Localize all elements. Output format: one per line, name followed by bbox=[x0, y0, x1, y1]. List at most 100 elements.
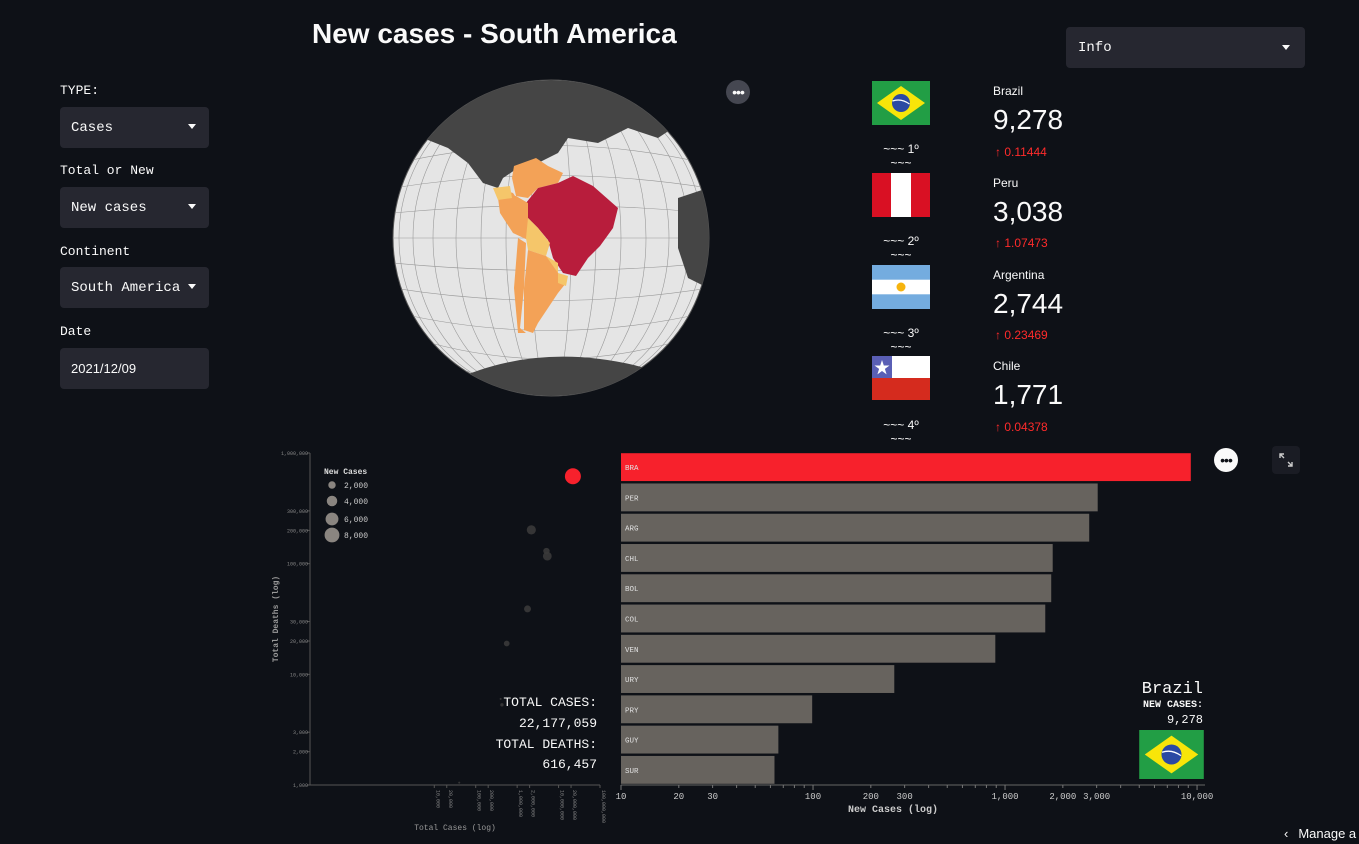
chevron-down-icon bbox=[188, 124, 196, 129]
bar-chart[interactable]: BRA PER ARG CHL BOL COL VEN URY PRY GUY SUR 10 20 30 1… bbox=[610, 445, 1220, 825]
bar-label: URY bbox=[625, 677, 639, 685]
info-select-value: Info bbox=[1078, 39, 1112, 56]
info-select[interactable]: Info bbox=[1066, 27, 1305, 68]
bar-label: CHL bbox=[625, 556, 639, 564]
scatter-point bbox=[499, 697, 502, 700]
arrow-up-icon: ↑ bbox=[995, 328, 1005, 342]
rank-country-2: Peru bbox=[993, 176, 1019, 190]
globe-map[interactable] bbox=[388, 78, 718, 403]
y-tick-label: 2,000 bbox=[293, 750, 308, 756]
x-tick-label: 20 bbox=[673, 792, 684, 802]
bar-ven bbox=[621, 634, 996, 663]
bar-bra bbox=[621, 453, 1191, 482]
rank-country-4: Chile bbox=[993, 359, 1021, 373]
total-cases-value: 22,177,059 bbox=[518, 716, 597, 731]
x-axis-label: Total Cases (log) bbox=[414, 824, 496, 833]
bar-label: PER bbox=[625, 495, 639, 503]
y-tick-label: 1,000,000 bbox=[281, 451, 308, 457]
continent-select-value: South America bbox=[71, 279, 181, 296]
brazil-flag-icon bbox=[872, 81, 930, 125]
rank-delta-1: ↑ 0.11444 bbox=[995, 145, 1047, 159]
legend-title: New Cases bbox=[324, 468, 367, 477]
x-tick-label: 200,000 bbox=[488, 790, 494, 811]
bar-sur bbox=[621, 755, 775, 784]
manage-app-label: Manage a bbox=[1298, 826, 1357, 841]
legend-marker bbox=[326, 495, 338, 507]
type-select-value: Cases bbox=[71, 119, 114, 136]
globe-more-button[interactable]: ••• bbox=[726, 80, 750, 104]
continent-select[interactable]: South America bbox=[60, 267, 209, 308]
rank-country-3: Argentina bbox=[993, 268, 1045, 282]
x-tick-label: 100,000 bbox=[476, 790, 482, 811]
x-tick-label: 300 bbox=[897, 792, 913, 802]
bar-label: GUY bbox=[625, 738, 639, 746]
y-tick-label: 30,000 bbox=[290, 620, 308, 626]
bar-label: SUR bbox=[625, 768, 639, 776]
x-tick-label: 2,000,000 bbox=[530, 790, 536, 817]
brazil-flag-icon bbox=[1139, 730, 1204, 779]
legend-entry: 2,000 bbox=[344, 482, 368, 491]
total-cases-label: TOTAL CASES: bbox=[503, 695, 597, 710]
bar-bol bbox=[621, 574, 1052, 603]
scatter-point bbox=[458, 781, 461, 784]
scatter-point bbox=[524, 605, 532, 613]
continent-label: Continent bbox=[60, 244, 131, 259]
y-tick-label: 3,000 bbox=[293, 730, 308, 736]
rank-value-1: 9,278 bbox=[993, 104, 1064, 135]
total-new-select[interactable]: New cases bbox=[60, 187, 209, 228]
y-tick-label: 1,000 bbox=[293, 783, 308, 789]
total-deaths-value: 616,457 bbox=[542, 757, 597, 772]
total-new-select-value: New cases bbox=[71, 199, 147, 216]
scatter-point bbox=[500, 703, 504, 707]
peru-flag-icon bbox=[872, 173, 930, 217]
fullscreen-button[interactable] bbox=[1272, 446, 1300, 474]
bar-label: COL bbox=[625, 617, 639, 625]
bar-label: BRA bbox=[625, 465, 639, 473]
bar-label: VEN bbox=[625, 647, 639, 655]
scatter-point-highlight bbox=[564, 468, 581, 485]
y-axis-label: Total Deaths (log) bbox=[272, 576, 281, 662]
bar-guy bbox=[621, 725, 779, 754]
x-tick-label: 3,000 bbox=[1083, 792, 1110, 802]
legend-entry: 8,000 bbox=[344, 532, 368, 541]
rank-delta-2: ↑ 1.07473 bbox=[995, 236, 1048, 250]
arrow-up-icon: ↑ bbox=[995, 236, 1005, 250]
x-tick-label: 10,000,000 bbox=[559, 790, 565, 820]
x-tick-label: 10 bbox=[616, 792, 627, 802]
total-new-label: Total or New bbox=[60, 163, 154, 178]
rank-label-3: ~~~ 3º ~~~ bbox=[883, 326, 919, 354]
bar-col bbox=[621, 604, 1046, 633]
arrow-up-icon: ↑ bbox=[995, 420, 1005, 434]
y-tick-label: 100,000 bbox=[287, 562, 308, 568]
type-label: TYPE: bbox=[60, 83, 100, 98]
legend-entry: 6,000 bbox=[344, 516, 368, 525]
bar-chl bbox=[621, 544, 1053, 572]
bar-per bbox=[621, 483, 1098, 512]
arrow-up-icon: ↑ bbox=[995, 145, 1005, 159]
bar-label: PRY bbox=[625, 707, 639, 715]
scatter-point bbox=[543, 547, 550, 555]
chevron-down-icon bbox=[188, 204, 196, 209]
bar-summary-label: NEW CASES: bbox=[1142, 700, 1203, 711]
y-tick-label: 20,000 bbox=[290, 639, 308, 645]
legend-marker bbox=[328, 481, 336, 489]
date-label: Date bbox=[60, 324, 92, 339]
expand-icon bbox=[1279, 453, 1293, 467]
bar-ury bbox=[621, 665, 895, 693]
bar-chart-more-button[interactable]: ••• bbox=[1214, 448, 1238, 472]
page-title: New cases - South America bbox=[312, 18, 677, 49]
rank-label-2: ~~~ 2º ~~~ bbox=[883, 234, 919, 262]
chevron-down-icon bbox=[188, 284, 196, 289]
type-select[interactable]: Cases bbox=[60, 107, 209, 148]
y-tick-label: 300,000 bbox=[287, 509, 308, 515]
date-input[interactable]: 2021/12/09 bbox=[60, 348, 209, 389]
x-tick-label: 10,000 bbox=[1181, 792, 1213, 802]
scatter-chart[interactable]: 1,000 2,000 3,000 10,000 20,000 30,000 100,000… bbox=[260, 445, 620, 840]
chevron-down-icon bbox=[1282, 45, 1290, 50]
bar-pry bbox=[621, 695, 813, 724]
x-tick-label: 200 bbox=[863, 792, 879, 802]
bar-summary-value: 9,278 bbox=[1166, 713, 1203, 727]
manage-app-button[interactable]: ‹ Manage a bbox=[1284, 826, 1356, 841]
legend-marker bbox=[324, 527, 340, 543]
x-tick-label: 10,000 bbox=[434, 790, 440, 808]
